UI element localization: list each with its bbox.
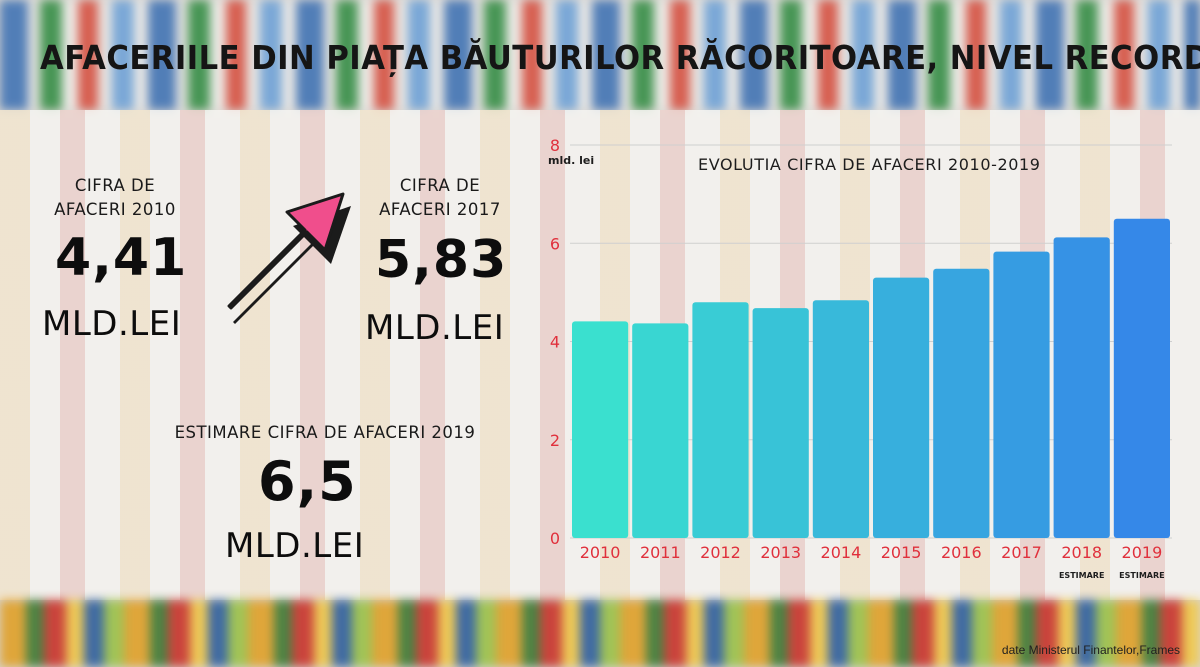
source-note: date Ministerul Finantelor,Frames	[1001, 643, 1180, 657]
shelf-top-band	[0, 0, 1200, 110]
bar-2013	[752, 308, 809, 538]
stat-2019-value: 6,5	[258, 450, 357, 513]
stat-2017-value: 5,83	[375, 230, 508, 290]
y-tick-label: 6	[550, 234, 560, 253]
stat-2019-unit: MLD.LEI	[225, 526, 365, 566]
bar-2017	[993, 251, 1050, 538]
bar-2016	[933, 268, 990, 538]
page-title: AFACERIILE DIN PIAȚA BĂUTURILOR RĂCORITO…	[40, 38, 1200, 77]
bar-2019	[1113, 218, 1170, 538]
stat-2010-value: 4,41	[55, 228, 188, 288]
y-tick-label: 4	[550, 333, 560, 352]
y-tick-label: 0	[550, 529, 560, 548]
bar-2014	[812, 300, 869, 538]
bar-2015	[873, 277, 930, 538]
y-axis-unit-label: mld. lei	[548, 154, 595, 167]
x-tick-label: 2013	[760, 543, 801, 562]
y-tick-label: 8	[550, 136, 560, 155]
chart-canvas: 0 2 4 6 8 2010 2011 2012 2013 2014 2015 2016 2017 201…	[550, 136, 1172, 580]
bar-2010	[572, 321, 629, 538]
stat-2010-unit: MLD.LEI	[42, 304, 182, 344]
x-tick-label: 2015	[881, 543, 922, 562]
bar-2012	[692, 302, 749, 538]
bar-2011	[632, 323, 689, 538]
x-tick-label: 2014	[821, 543, 862, 562]
stat-2017-label: CIFRA DE AFACERI 2017	[365, 174, 515, 222]
stat-2010-label: CIFRA DE AFACERI 2010	[40, 174, 190, 222]
x-tick-label: 2011	[640, 543, 681, 562]
arrow-up-right-icon	[215, 188, 355, 338]
shelf-bottom-band	[0, 600, 1200, 667]
bar-2018	[1053, 237, 1110, 538]
stat-2010-label-line1: CIFRA DE	[74, 176, 156, 195]
stat-2019-label: ESTIMARE CIFRA DE AFACERI 2019	[174, 423, 476, 442]
x-tick-label: 2016	[941, 543, 982, 562]
x-tick-note: ESTIMARE	[1059, 571, 1104, 580]
x-tick-label: 2018	[1061, 543, 1102, 562]
stat-2017-label-line2: AFACERI 2017	[379, 200, 501, 219]
x-tick-label: 2017	[1001, 543, 1042, 562]
x-tick-label: 2012	[700, 543, 741, 562]
revenue-bar-chart: 0 2 4 6 8 2010 2011 2012 2013 2014 2015 2016 2017 201…	[530, 130, 1200, 590]
x-tick-label: 2019	[1122, 543, 1163, 562]
x-tick-note: ESTIMARE	[1119, 571, 1164, 580]
stat-2017-unit: MLD.LEI	[365, 308, 505, 348]
stat-2017-label-line1: CIFRA DE	[399, 176, 481, 195]
stat-2010-label-line2: AFACERI 2010	[54, 200, 176, 219]
chart-title: EVOLUTIA CIFRA DE AFACERI 2010-2019	[698, 155, 1041, 174]
y-tick-label: 2	[550, 431, 560, 450]
x-tick-label: 2010	[580, 543, 621, 562]
